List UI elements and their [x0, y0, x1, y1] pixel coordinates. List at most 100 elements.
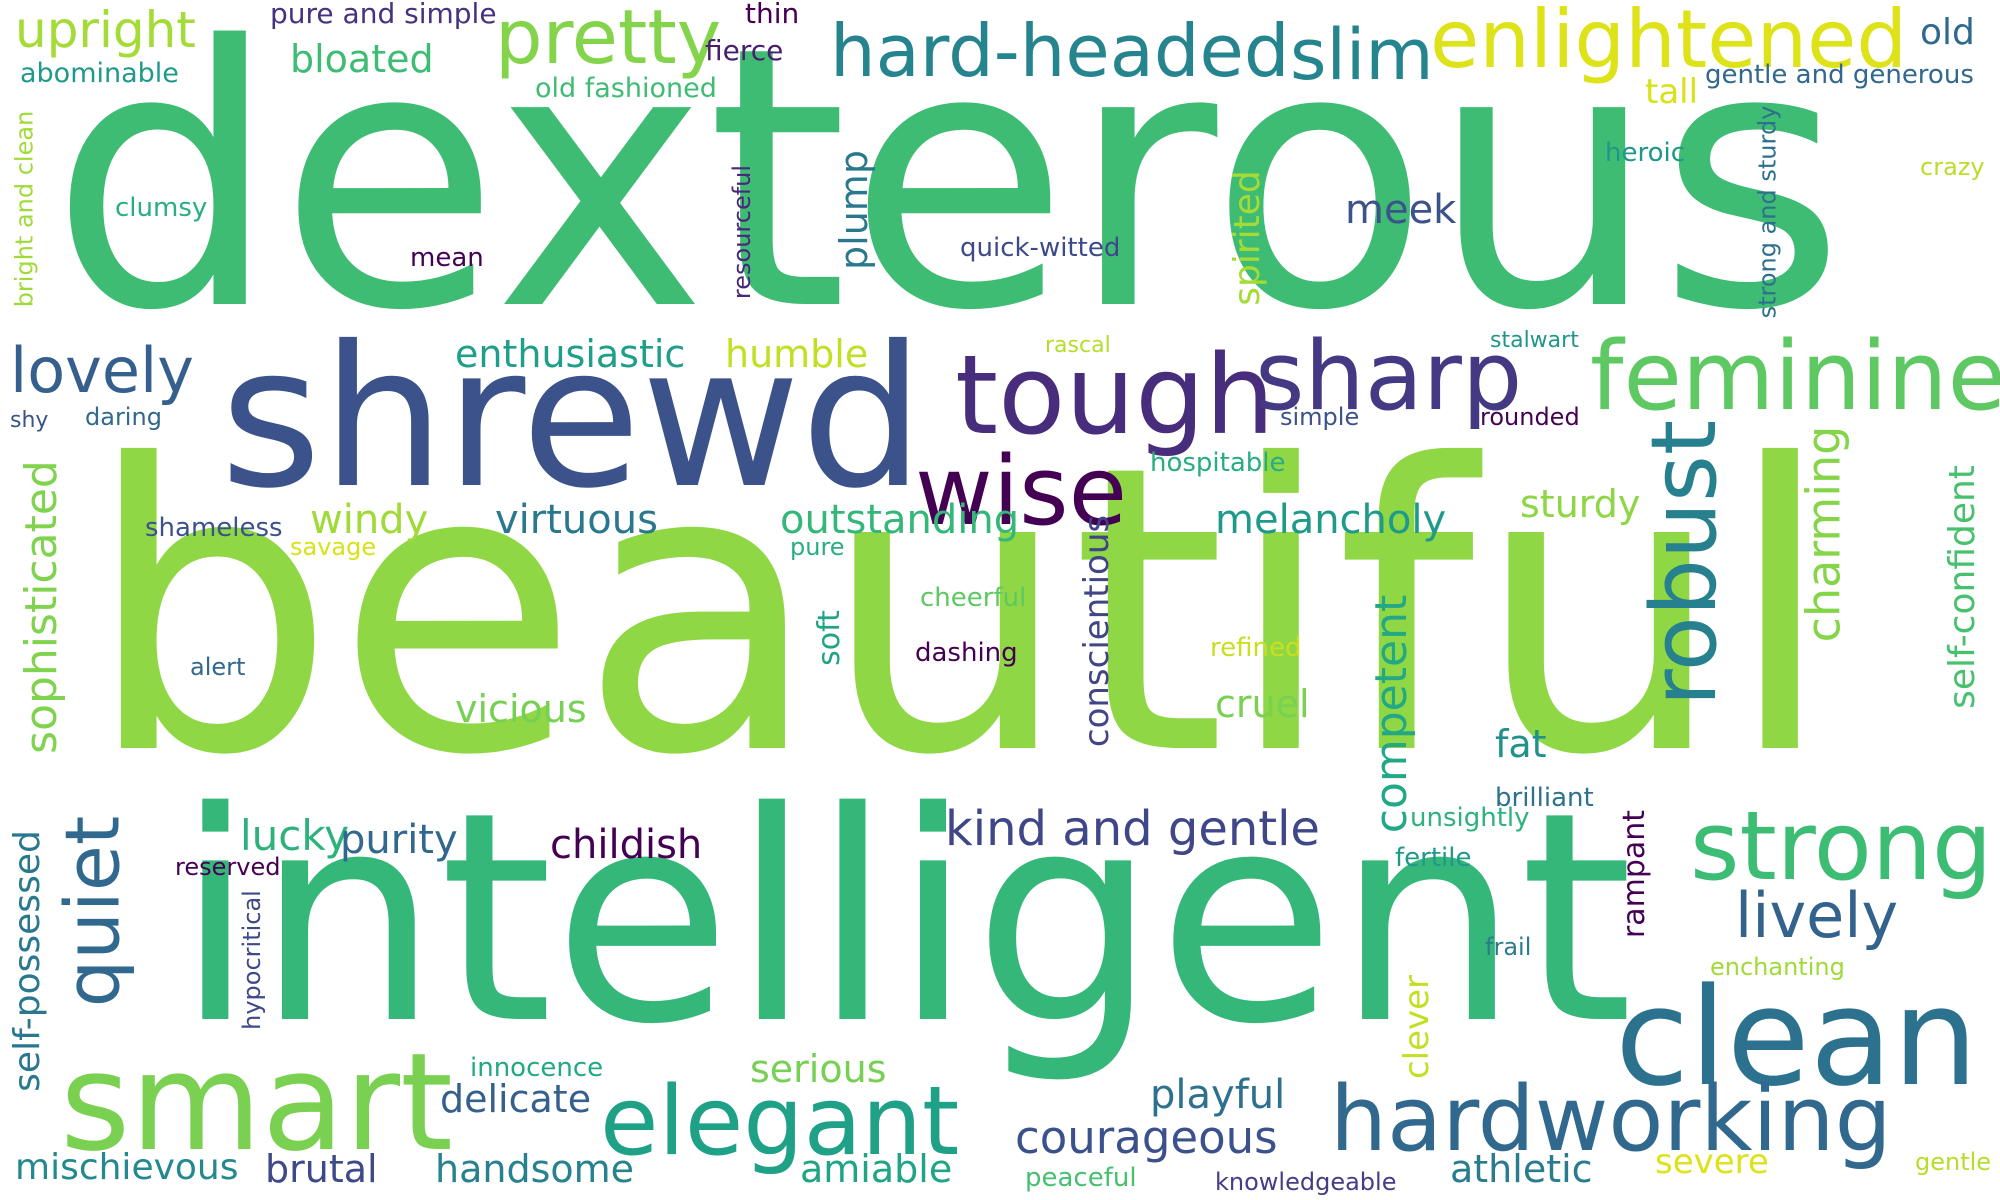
- word-robust: robust: [1632, 419, 1738, 707]
- word-thin: thin: [745, 0, 800, 30]
- word-gentle: gentle: [1915, 1148, 1992, 1176]
- word-reserved: reserved: [175, 853, 281, 881]
- word-rounded: rounded: [1480, 403, 1580, 431]
- word-severe: severe: [1655, 1142, 1769, 1182]
- word-bloated: bloated: [290, 37, 434, 81]
- word-fierce: fierce: [705, 34, 784, 67]
- word-knowledgeable: knowledgeable: [1215, 1168, 1397, 1196]
- word-charming: charming: [1795, 425, 1850, 642]
- word-amiable: amiable: [800, 1147, 953, 1191]
- word-smart: smart: [60, 1024, 454, 1181]
- word-strong: strong: [1690, 792, 1993, 902]
- word-sturdy: sturdy: [1520, 482, 1641, 526]
- word-lucky: lucky: [240, 811, 350, 860]
- word-brutal: brutal: [265, 1147, 378, 1191]
- word-humble: humble: [725, 332, 869, 376]
- word-stalwart: stalwart: [1490, 328, 1579, 353]
- word-sophisticated: sophisticated: [15, 460, 67, 754]
- word-spirited: spirited: [1226, 170, 1268, 306]
- word-mischievous: mischievous: [15, 1147, 239, 1188]
- word-self-possessed: self-possessed: [6, 830, 48, 1092]
- word-virtuous: virtuous: [495, 497, 658, 543]
- word-old: old: [1920, 12, 1975, 53]
- word-shy: shy: [10, 408, 49, 433]
- word-shameless: shameless: [145, 513, 283, 543]
- word-heroic: heroic: [1605, 138, 1686, 168]
- word-strong-and-sturdy: strong and sturdy: [1752, 105, 1781, 318]
- word-rascal: rascal: [1045, 333, 1111, 358]
- word-intelligent: intelligent: [175, 751, 1634, 1088]
- word-soft: soft: [811, 610, 847, 666]
- word-slim: slim: [1290, 14, 1434, 96]
- word-pure-and-simple: pure and simple: [270, 0, 497, 30]
- word-conscientious: conscientious: [1077, 514, 1118, 748]
- word-quiet: quiet: [47, 815, 136, 1007]
- word-quick-witted: quick-witted: [960, 233, 1121, 263]
- word-windy: windy: [310, 497, 429, 543]
- word-shrewd: shrewd: [220, 304, 925, 531]
- word-dexterous: dexterous: [50, 0, 1846, 389]
- word-pure: pure: [790, 533, 845, 561]
- word-hospitable: hospitable: [1150, 448, 1286, 478]
- word-elegant: elegant: [600, 1067, 960, 1177]
- word-childish: childish: [550, 822, 703, 868]
- word-old-fashioned: old fashioned: [535, 73, 717, 104]
- word-frail: frail: [1485, 933, 1532, 961]
- word-savage: savage: [290, 533, 377, 561]
- word-alert: alert: [190, 653, 246, 681]
- word-hypocritical: hypocritical: [237, 890, 266, 1030]
- word-wise: wise: [915, 437, 1128, 547]
- word-daring: daring: [85, 403, 162, 431]
- word-lively: lively: [1735, 879, 1899, 952]
- word-melancholy: melancholy: [1215, 497, 1447, 543]
- word-tall: tall: [1645, 72, 1699, 112]
- word-clean: clean: [1615, 959, 1979, 1116]
- word-unsightly: unsightly: [1410, 803, 1530, 833]
- word-athletic: athletic: [1450, 1147, 1593, 1191]
- word-courageous: courageous: [1015, 1111, 1278, 1164]
- word-hardworking: hardworking: [1330, 1067, 1892, 1172]
- word-simple: simple: [1280, 403, 1360, 431]
- word-innocence: innocence: [470, 1053, 604, 1083]
- word-outstanding: outstanding: [780, 497, 1020, 543]
- word-abominable: abominable: [20, 58, 179, 89]
- word-dashing: dashing: [915, 638, 1018, 668]
- word-mean: mean: [410, 243, 484, 273]
- word-plump: plump: [831, 150, 876, 270]
- word-brilliant: brilliant: [1495, 783, 1594, 813]
- word-pretty: pretty: [495, 0, 722, 81]
- word-gentle-and-generous: gentle and generous: [1705, 60, 1974, 90]
- word-rampant: rampant: [1617, 809, 1653, 939]
- word-hard-headed: hard-headed: [830, 9, 1290, 93]
- word-resourceful: resourceful: [728, 164, 757, 300]
- word-handsome: handsome: [435, 1147, 635, 1191]
- word-beautiful: beautiful: [85, 382, 1835, 842]
- word-enlightened: enlightened: [1430, 0, 1908, 86]
- word-clever: clever: [1397, 974, 1438, 1080]
- word-feminine: feminine: [1590, 322, 2000, 432]
- word-cheerful: cheerful: [920, 583, 1027, 613]
- word-bright-and-clean: bright and clean: [9, 110, 38, 307]
- word-tough: tough: [955, 331, 1275, 459]
- word-kind-and-gentle: kind and gentle: [945, 801, 1320, 857]
- word-vicious: vicious: [455, 687, 587, 731]
- word-competent: competent: [1366, 594, 1418, 834]
- word-serious: serious: [750, 1047, 887, 1091]
- word-lovely: lovely: [10, 334, 194, 407]
- word-meek: meek: [1345, 187, 1457, 233]
- word-refined: refined: [1210, 633, 1302, 663]
- word-upright: upright: [15, 1, 196, 59]
- word-crazy: crazy: [1920, 153, 1985, 181]
- word-playful: playful: [1150, 1072, 1286, 1118]
- word-cruel: cruel: [1215, 682, 1310, 726]
- word-sharp: sharp: [1255, 322, 1523, 432]
- word-self-confident: self-confident: [1941, 465, 1983, 709]
- word-delicate: delicate: [440, 1077, 592, 1121]
- word-purity: purity: [340, 817, 458, 863]
- word-enthusiastic: enthusiastic: [455, 332, 686, 376]
- word-fat: fat: [1495, 722, 1547, 766]
- word-enchanting: enchanting: [1710, 953, 1845, 981]
- word-fertile: fertile: [1395, 843, 1472, 873]
- word-clumsy: clumsy: [115, 193, 208, 223]
